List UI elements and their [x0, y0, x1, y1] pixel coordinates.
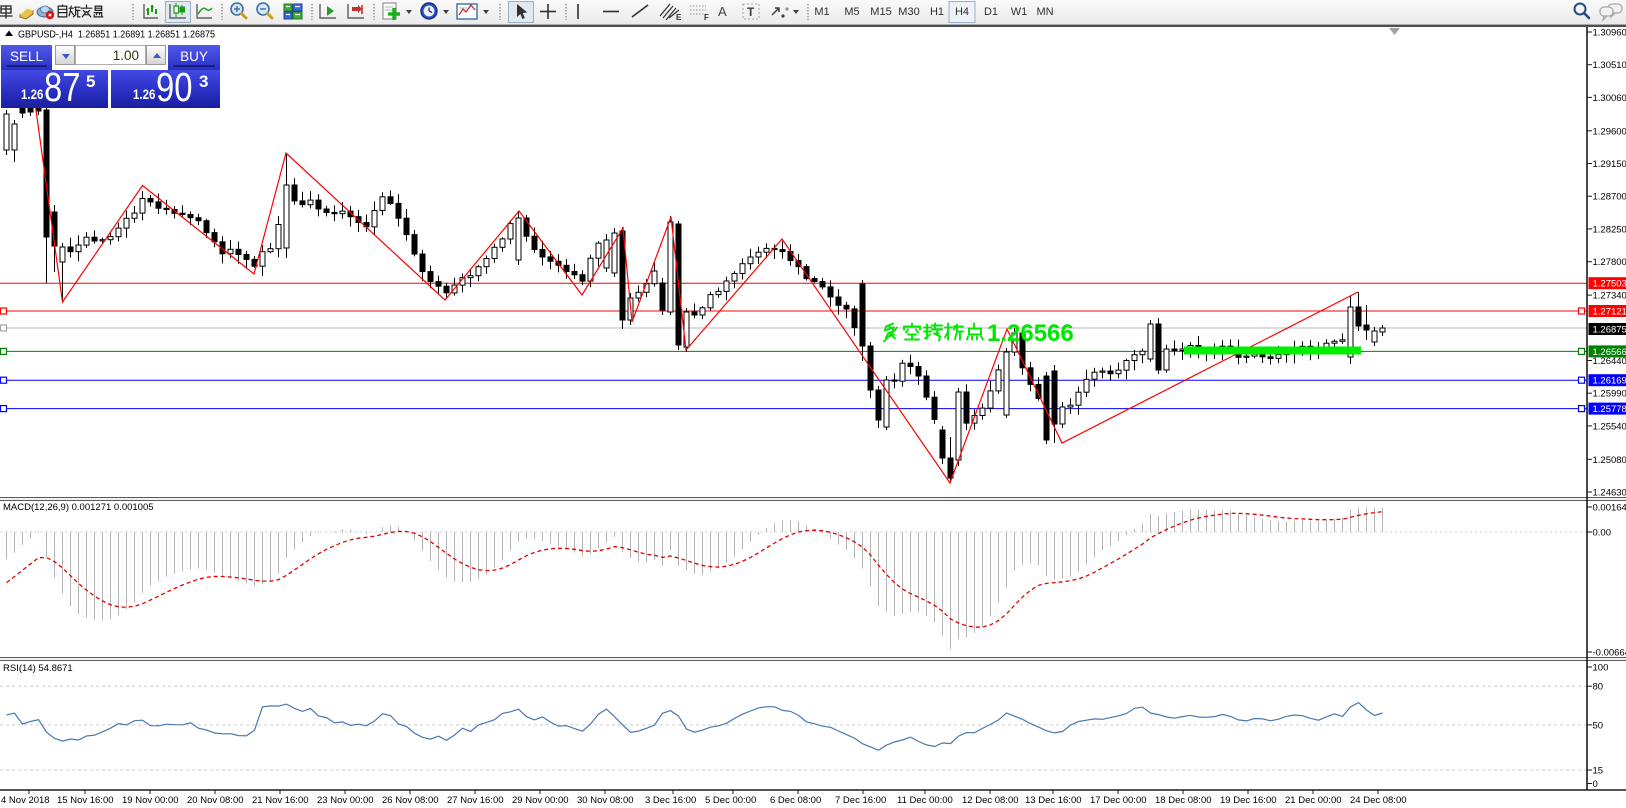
- svg-text:1.25990: 1.25990: [1593, 389, 1626, 400]
- svg-text:18 Dec 08:00: 18 Dec 08:00: [1155, 795, 1212, 806]
- svg-text:24 Dec 08:00: 24 Dec 08:00: [1350, 795, 1407, 806]
- svg-text:80: 80: [1593, 682, 1604, 693]
- svg-text:11 Dec 00:00: 11 Dec 00:00: [897, 795, 953, 806]
- svg-text:29 Nov 00:00: 29 Nov 00:00: [512, 795, 569, 806]
- svg-text:F: F: [704, 13, 709, 22]
- svg-text:7 Dec 16:00: 7 Dec 16:00: [835, 795, 886, 806]
- svg-text:1.28700: 1.28700: [1593, 192, 1626, 203]
- svg-text:17 Dec 00:00: 17 Dec 00:00: [1090, 795, 1147, 806]
- svg-text:1.24630: 1.24630: [1593, 488, 1626, 499]
- svg-text:1.27800: 1.27800: [1593, 257, 1626, 268]
- svg-text:H1: H1: [930, 6, 944, 18]
- svg-text:1.27503: 1.27503: [1593, 279, 1626, 290]
- svg-text:19 Dec 16:00: 19 Dec 16:00: [1220, 795, 1277, 806]
- svg-text:M15: M15: [870, 6, 891, 18]
- svg-text:12 Dec 08:00: 12 Dec 08:00: [962, 795, 1019, 806]
- svg-text:0.001648: 0.001648: [1593, 503, 1626, 514]
- svg-text:E: E: [676, 13, 682, 22]
- svg-text:21 Nov 16:00: 21 Nov 16:00: [252, 795, 309, 806]
- svg-text:1.26169: 1.26169: [1593, 376, 1626, 387]
- svg-text:30 Nov 08:00: 30 Nov 08:00: [577, 795, 634, 806]
- svg-text:13 Dec 16:00: 13 Dec 16:00: [1025, 795, 1082, 806]
- svg-text:0: 0: [1593, 779, 1598, 790]
- svg-text:1.26875: 1.26875: [1593, 325, 1626, 336]
- svg-text:1.28250: 1.28250: [1593, 224, 1626, 235]
- svg-text:1.26566: 1.26566: [987, 320, 1074, 347]
- svg-text:MN: MN: [1036, 6, 1053, 18]
- svg-text:19 Nov 00:00: 19 Nov 00:00: [122, 795, 179, 806]
- svg-text:1.25080: 1.25080: [1593, 455, 1626, 466]
- svg-text:27 Nov 16:00: 27 Nov 16:00: [447, 795, 504, 806]
- svg-text:1.30960: 1.30960: [1593, 28, 1626, 39]
- svg-text:A: A: [718, 4, 727, 19]
- svg-text:RSI(14) 54.8671: RSI(14) 54.8671: [3, 663, 73, 674]
- svg-text:50: 50: [1593, 720, 1604, 731]
- svg-text:MACD(12,26,9) 0.001271 0.00100: MACD(12,26,9) 0.001271 0.001005: [3, 502, 154, 513]
- svg-text:1.25540: 1.25540: [1593, 421, 1626, 432]
- svg-text:0.00: 0.00: [1593, 528, 1612, 539]
- svg-text:T: T: [747, 5, 755, 19]
- svg-text:21 Dec 00:00: 21 Dec 00:00: [1285, 795, 1342, 806]
- svg-text:23 Nov 00:00: 23 Nov 00:00: [317, 795, 374, 806]
- svg-text:D1: D1: [984, 6, 998, 18]
- svg-text:1.30060: 1.30060: [1593, 93, 1626, 104]
- svg-text:W1: W1: [1011, 6, 1028, 18]
- svg-text:1.27340: 1.27340: [1593, 291, 1626, 302]
- svg-text:1.29150: 1.29150: [1593, 159, 1626, 170]
- svg-text:1.25778: 1.25778: [1593, 404, 1626, 415]
- svg-text:1.30510: 1.30510: [1593, 60, 1626, 71]
- svg-text:M1: M1: [814, 6, 829, 18]
- svg-text:1.26566: 1.26566: [1593, 347, 1626, 358]
- svg-text:5 Dec 00:00: 5 Dec 00:00: [705, 795, 756, 806]
- svg-text:-0.00664: -0.00664: [1593, 648, 1626, 659]
- svg-text:1.27121: 1.27121: [1593, 307, 1626, 318]
- svg-text:6 Dec 08:00: 6 Dec 08:00: [770, 795, 821, 806]
- svg-text:1.29600: 1.29600: [1593, 126, 1626, 137]
- svg-text:100: 100: [1593, 663, 1609, 674]
- svg-text:15: 15: [1593, 766, 1604, 777]
- svg-text:H4: H4: [955, 6, 969, 18]
- svg-text:GBPUSD-,H4 1.26851 1.26891 1.: GBPUSD-,H4 1.26851 1.26891 1.26851 1.268…: [18, 30, 215, 41]
- svg-text:3 Dec 16:00: 3 Dec 16:00: [645, 795, 696, 806]
- svg-text:26 Nov 08:00: 26 Nov 08:00: [382, 795, 439, 806]
- svg-text:20 Nov 08:00: 20 Nov 08:00: [187, 795, 244, 806]
- svg-text:15 Nov 16:00: 15 Nov 16:00: [57, 795, 114, 806]
- svg-text:4 Nov 2018: 4 Nov 2018: [1, 795, 50, 806]
- svg-text:M5: M5: [844, 6, 859, 18]
- svg-text:M30: M30: [898, 6, 919, 18]
- svg-text:1.26440: 1.26440: [1593, 356, 1626, 367]
